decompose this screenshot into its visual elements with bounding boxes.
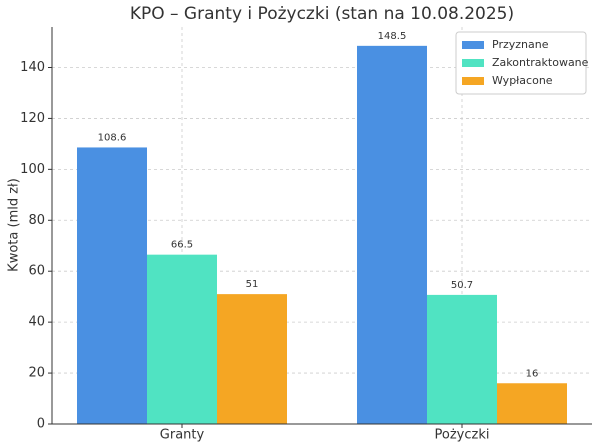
x-tick-label: Granty (160, 428, 205, 443)
y-tick-label: 40 (28, 315, 45, 330)
bar (147, 254, 217, 424)
bar (217, 294, 287, 424)
legend-swatch (462, 77, 484, 85)
data-label: 51 (246, 279, 259, 290)
y-tick-label: 20 (28, 366, 45, 381)
y-tick-label: 0 (37, 417, 45, 432)
data-label: 50.7 (451, 280, 473, 291)
data-label: 66.5 (171, 240, 193, 251)
y-tick-label: 80 (28, 213, 45, 228)
legend-label: Przyznane (492, 38, 549, 51)
legend-label: Zakontraktowane (492, 56, 589, 69)
y-axis-label: Kwota (mld zł) (7, 178, 22, 272)
bar (77, 147, 147, 424)
data-label: 108.6 (98, 132, 127, 143)
legend-label: Wypłacone (492, 74, 553, 87)
bar (357, 45, 427, 425)
y-tick-label: 140 (20, 60, 45, 75)
y-tick-label: 100 (20, 162, 45, 177)
data-label: 16 (526, 368, 539, 379)
legend-swatch (462, 59, 484, 67)
bar (427, 294, 497, 424)
legend-frame (455, 31, 587, 95)
chart-title: KPO – Granty i Pożyczki (stan na 10.08.2… (130, 4, 514, 24)
y-tick-label: 120 (20, 111, 45, 126)
y-tick-label: 60 (28, 264, 45, 279)
data-label: 148.5 (378, 31, 407, 42)
x-tick-label: Pożyczki (435, 428, 490, 443)
bar (497, 383, 567, 424)
legend-swatch (462, 41, 484, 49)
legend: Przyznane Zakontraktowane Wypłacone (455, 31, 589, 95)
